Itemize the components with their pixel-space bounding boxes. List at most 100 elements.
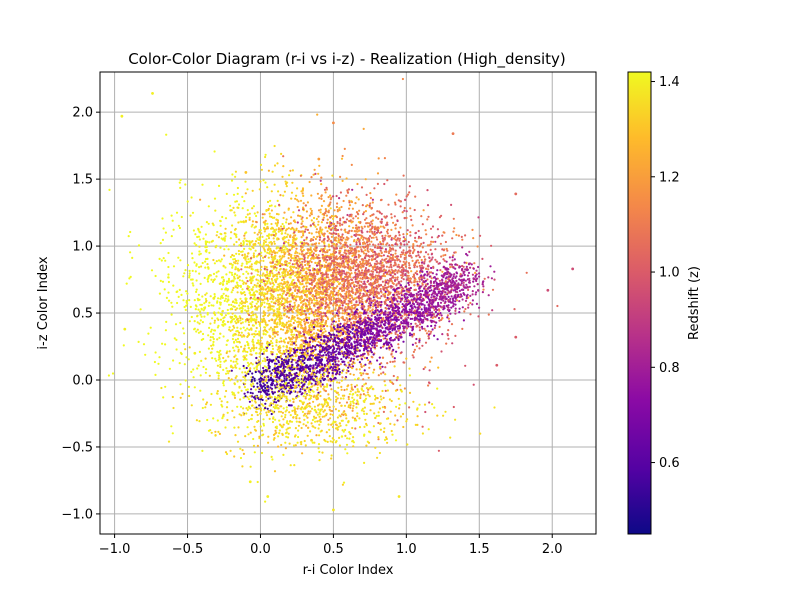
density-point bbox=[287, 243, 290, 246]
density-point bbox=[356, 212, 359, 215]
density-point bbox=[213, 319, 216, 322]
density-point bbox=[336, 391, 339, 394]
density-point bbox=[214, 246, 217, 249]
density-point bbox=[379, 241, 382, 244]
density-point bbox=[292, 400, 295, 404]
density-point bbox=[265, 270, 269, 274]
density-point bbox=[273, 164, 277, 167]
density-point bbox=[316, 383, 319, 386]
density-point bbox=[242, 281, 245, 284]
density-point bbox=[259, 243, 262, 246]
density-point bbox=[248, 218, 251, 221]
density-point bbox=[315, 217, 318, 221]
density-point bbox=[255, 306, 258, 309]
density-point bbox=[454, 309, 457, 312]
density-point bbox=[222, 292, 225, 295]
density-point bbox=[289, 255, 293, 258]
density-point bbox=[221, 296, 224, 299]
density-point bbox=[424, 229, 427, 232]
density-point bbox=[198, 245, 201, 248]
density-point bbox=[301, 220, 304, 223]
density-point bbox=[252, 286, 255, 289]
density-point bbox=[361, 269, 364, 272]
density-point bbox=[149, 326, 152, 329]
density-point bbox=[203, 302, 206, 305]
density-point bbox=[204, 246, 207, 249]
density-point bbox=[397, 269, 400, 272]
density-point bbox=[192, 229, 195, 232]
density-point bbox=[397, 290, 400, 293]
density-point bbox=[252, 341, 255, 344]
density-point bbox=[358, 229, 361, 232]
density-point bbox=[285, 285, 288, 288]
density-point bbox=[418, 329, 421, 332]
density-point bbox=[179, 383, 182, 386]
density-point bbox=[302, 202, 305, 205]
density-point bbox=[262, 242, 265, 245]
density-point bbox=[410, 218, 413, 221]
density-point bbox=[388, 332, 391, 335]
density-point bbox=[255, 221, 258, 224]
density-point bbox=[273, 312, 276, 315]
density-point bbox=[321, 228, 324, 231]
density-point bbox=[253, 295, 256, 299]
density-point bbox=[292, 286, 295, 289]
density-point bbox=[309, 207, 312, 210]
density-point bbox=[275, 269, 278, 272]
density-point bbox=[441, 234, 444, 237]
density-point bbox=[438, 325, 441, 328]
density-point bbox=[237, 249, 240, 253]
density-point bbox=[288, 262, 291, 265]
density-point bbox=[350, 262, 353, 265]
density-point bbox=[264, 500, 267, 503]
density-point bbox=[295, 194, 298, 197]
density-point bbox=[430, 277, 433, 280]
density-point bbox=[421, 425, 424, 428]
density-point bbox=[285, 235, 288, 239]
density-point bbox=[261, 359, 264, 363]
density-point bbox=[349, 243, 352, 246]
density-point bbox=[215, 275, 218, 278]
density-point bbox=[186, 292, 189, 295]
density-point bbox=[222, 384, 225, 387]
density-point bbox=[245, 297, 248, 300]
density-point bbox=[315, 289, 318, 292]
density-point bbox=[176, 301, 179, 305]
density-point bbox=[237, 391, 240, 394]
density-point bbox=[292, 228, 295, 231]
density-point bbox=[233, 261, 236, 264]
density-point bbox=[291, 226, 294, 229]
density-point bbox=[296, 292, 299, 295]
density-point bbox=[207, 347, 210, 350]
density-point bbox=[280, 251, 283, 254]
density-point bbox=[194, 270, 197, 273]
density-point bbox=[267, 314, 270, 317]
density-point bbox=[312, 257, 315, 260]
density-point bbox=[405, 195, 408, 198]
density-point bbox=[351, 409, 354, 412]
density-point bbox=[330, 262, 333, 265]
density-point bbox=[327, 288, 330, 291]
density-point bbox=[269, 261, 272, 264]
density-point bbox=[287, 320, 290, 323]
density-point bbox=[337, 265, 340, 268]
density-point bbox=[260, 294, 263, 297]
density-point bbox=[387, 203, 390, 206]
density-point bbox=[253, 212, 256, 215]
density-point bbox=[341, 223, 344, 226]
density-point bbox=[438, 288, 441, 291]
density-point bbox=[223, 248, 226, 251]
density-point bbox=[197, 331, 200, 334]
density-point bbox=[235, 240, 238, 244]
density-point bbox=[302, 395, 305, 398]
density-point bbox=[327, 245, 331, 248]
density-point bbox=[232, 325, 235, 328]
density-point bbox=[223, 323, 226, 326]
density-point bbox=[193, 327, 196, 330]
density-point bbox=[273, 255, 276, 258]
density-point bbox=[273, 325, 276, 329]
density-point bbox=[314, 261, 317, 264]
density-point bbox=[139, 308, 142, 311]
density-point bbox=[354, 253, 357, 256]
density-point bbox=[301, 309, 304, 312]
